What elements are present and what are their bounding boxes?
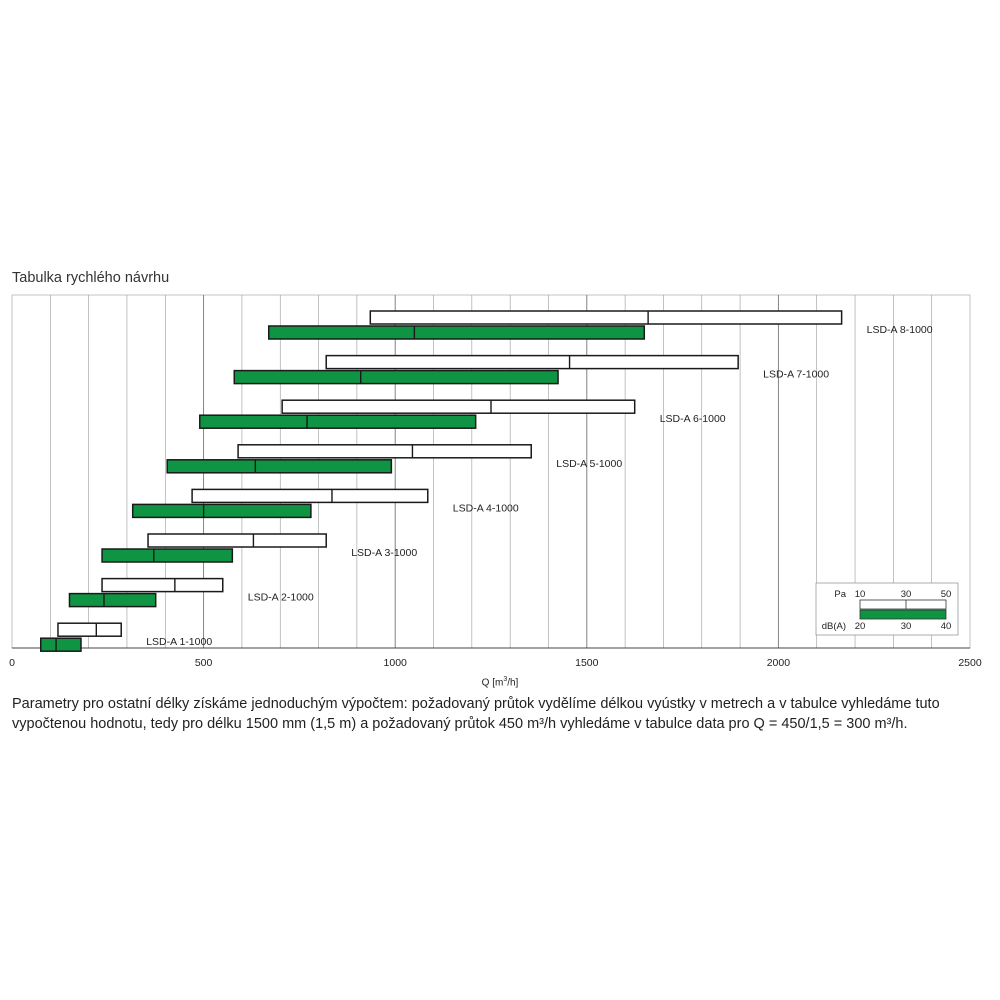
chart-heading: Tabulka rychlého návrhu [12, 270, 170, 286]
x-axis-label: Q [m3/h] [481, 676, 519, 689]
tick-labels: 0 500 1000 1500 2000 2500 [9, 657, 982, 669]
model-label: LSD-A 3-1000 [351, 547, 417, 559]
db-bar [166, 459, 393, 474]
legend-db-tick: 40 [941, 621, 952, 632]
pa-bar [237, 444, 532, 459]
model-bars [131, 488, 429, 519]
x-tick-label: 2500 [958, 657, 982, 669]
model-bars [101, 533, 327, 563]
legend-pa-tick: 50 [941, 589, 952, 600]
model-label: LSD-A 4-1000 [453, 502, 519, 514]
quick-design-chart: 0 500 1000 1500 2000 2500 LSD-A 1-1000 LSD-A 2… [9, 294, 982, 669]
x-tick-label: 0 [9, 657, 15, 669]
legend-pa-swatch [859, 599, 947, 610]
bar-layer [39, 310, 843, 652]
legend-pa-tick: 10 [855, 589, 866, 600]
legend: Pa 10 30 50 dB(A) 20 30 40 [815, 582, 959, 636]
legend-db-tick: 30 [901, 621, 912, 632]
x-tick-label: 500 [195, 657, 213, 669]
legend-pa-label: Pa [834, 589, 846, 600]
model-label: LSD-A 8-1000 [867, 324, 933, 336]
legend-db-label: dB(A) [822, 621, 846, 632]
db-bar [39, 637, 82, 652]
model-bars [39, 622, 122, 652]
pa-bar [57, 622, 122, 637]
legend-db-swatch [859, 609, 947, 620]
db-bar [267, 325, 646, 340]
db-bar [101, 548, 234, 563]
model-labels: LSD-A 1-1000 LSD-A 2-1000 LSD-A 3-1000 LSD-… [146, 324, 933, 648]
note-line-2: vypočtenou hodnotu, tedy pro délku 1500 … [12, 716, 908, 732]
x-tick-label: 1500 [575, 657, 599, 669]
pa-bar [325, 354, 739, 370]
model-label: LSD-A 7-1000 [763, 369, 829, 381]
db-bar [199, 414, 477, 429]
pa-bar [191, 488, 429, 504]
x-tick-label: 2000 [767, 657, 791, 669]
model-bars [199, 399, 636, 429]
note-line-1: Parametry pro ostatní délky získáme jedn… [12, 696, 940, 712]
db-bar [233, 369, 559, 385]
model-bars [68, 577, 224, 608]
explanation-note: Parametry pro ostatní délky získáme jedn… [12, 694, 987, 734]
model-label: LSD-A 1-1000 [146, 636, 212, 648]
pa-bar [281, 399, 636, 414]
model-bars [166, 444, 532, 474]
x-tick-label: 1000 [384, 657, 408, 669]
model-bars [233, 354, 739, 385]
legend-db-tick: 20 [855, 621, 866, 632]
grid-layer [11, 294, 971, 649]
pa-bar [369, 310, 843, 325]
db-bar [68, 592, 157, 608]
model-label: LSD-A 6-1000 [660, 413, 726, 425]
model-label: LSD-A 5-1000 [556, 458, 622, 470]
db-bar [131, 503, 312, 519]
model-bars [267, 310, 843, 340]
legend-pa-tick: 30 [901, 589, 912, 600]
model-label: LSD-A 2-1000 [248, 592, 314, 604]
pa-bar [101, 577, 224, 593]
pa-bar [147, 533, 327, 548]
